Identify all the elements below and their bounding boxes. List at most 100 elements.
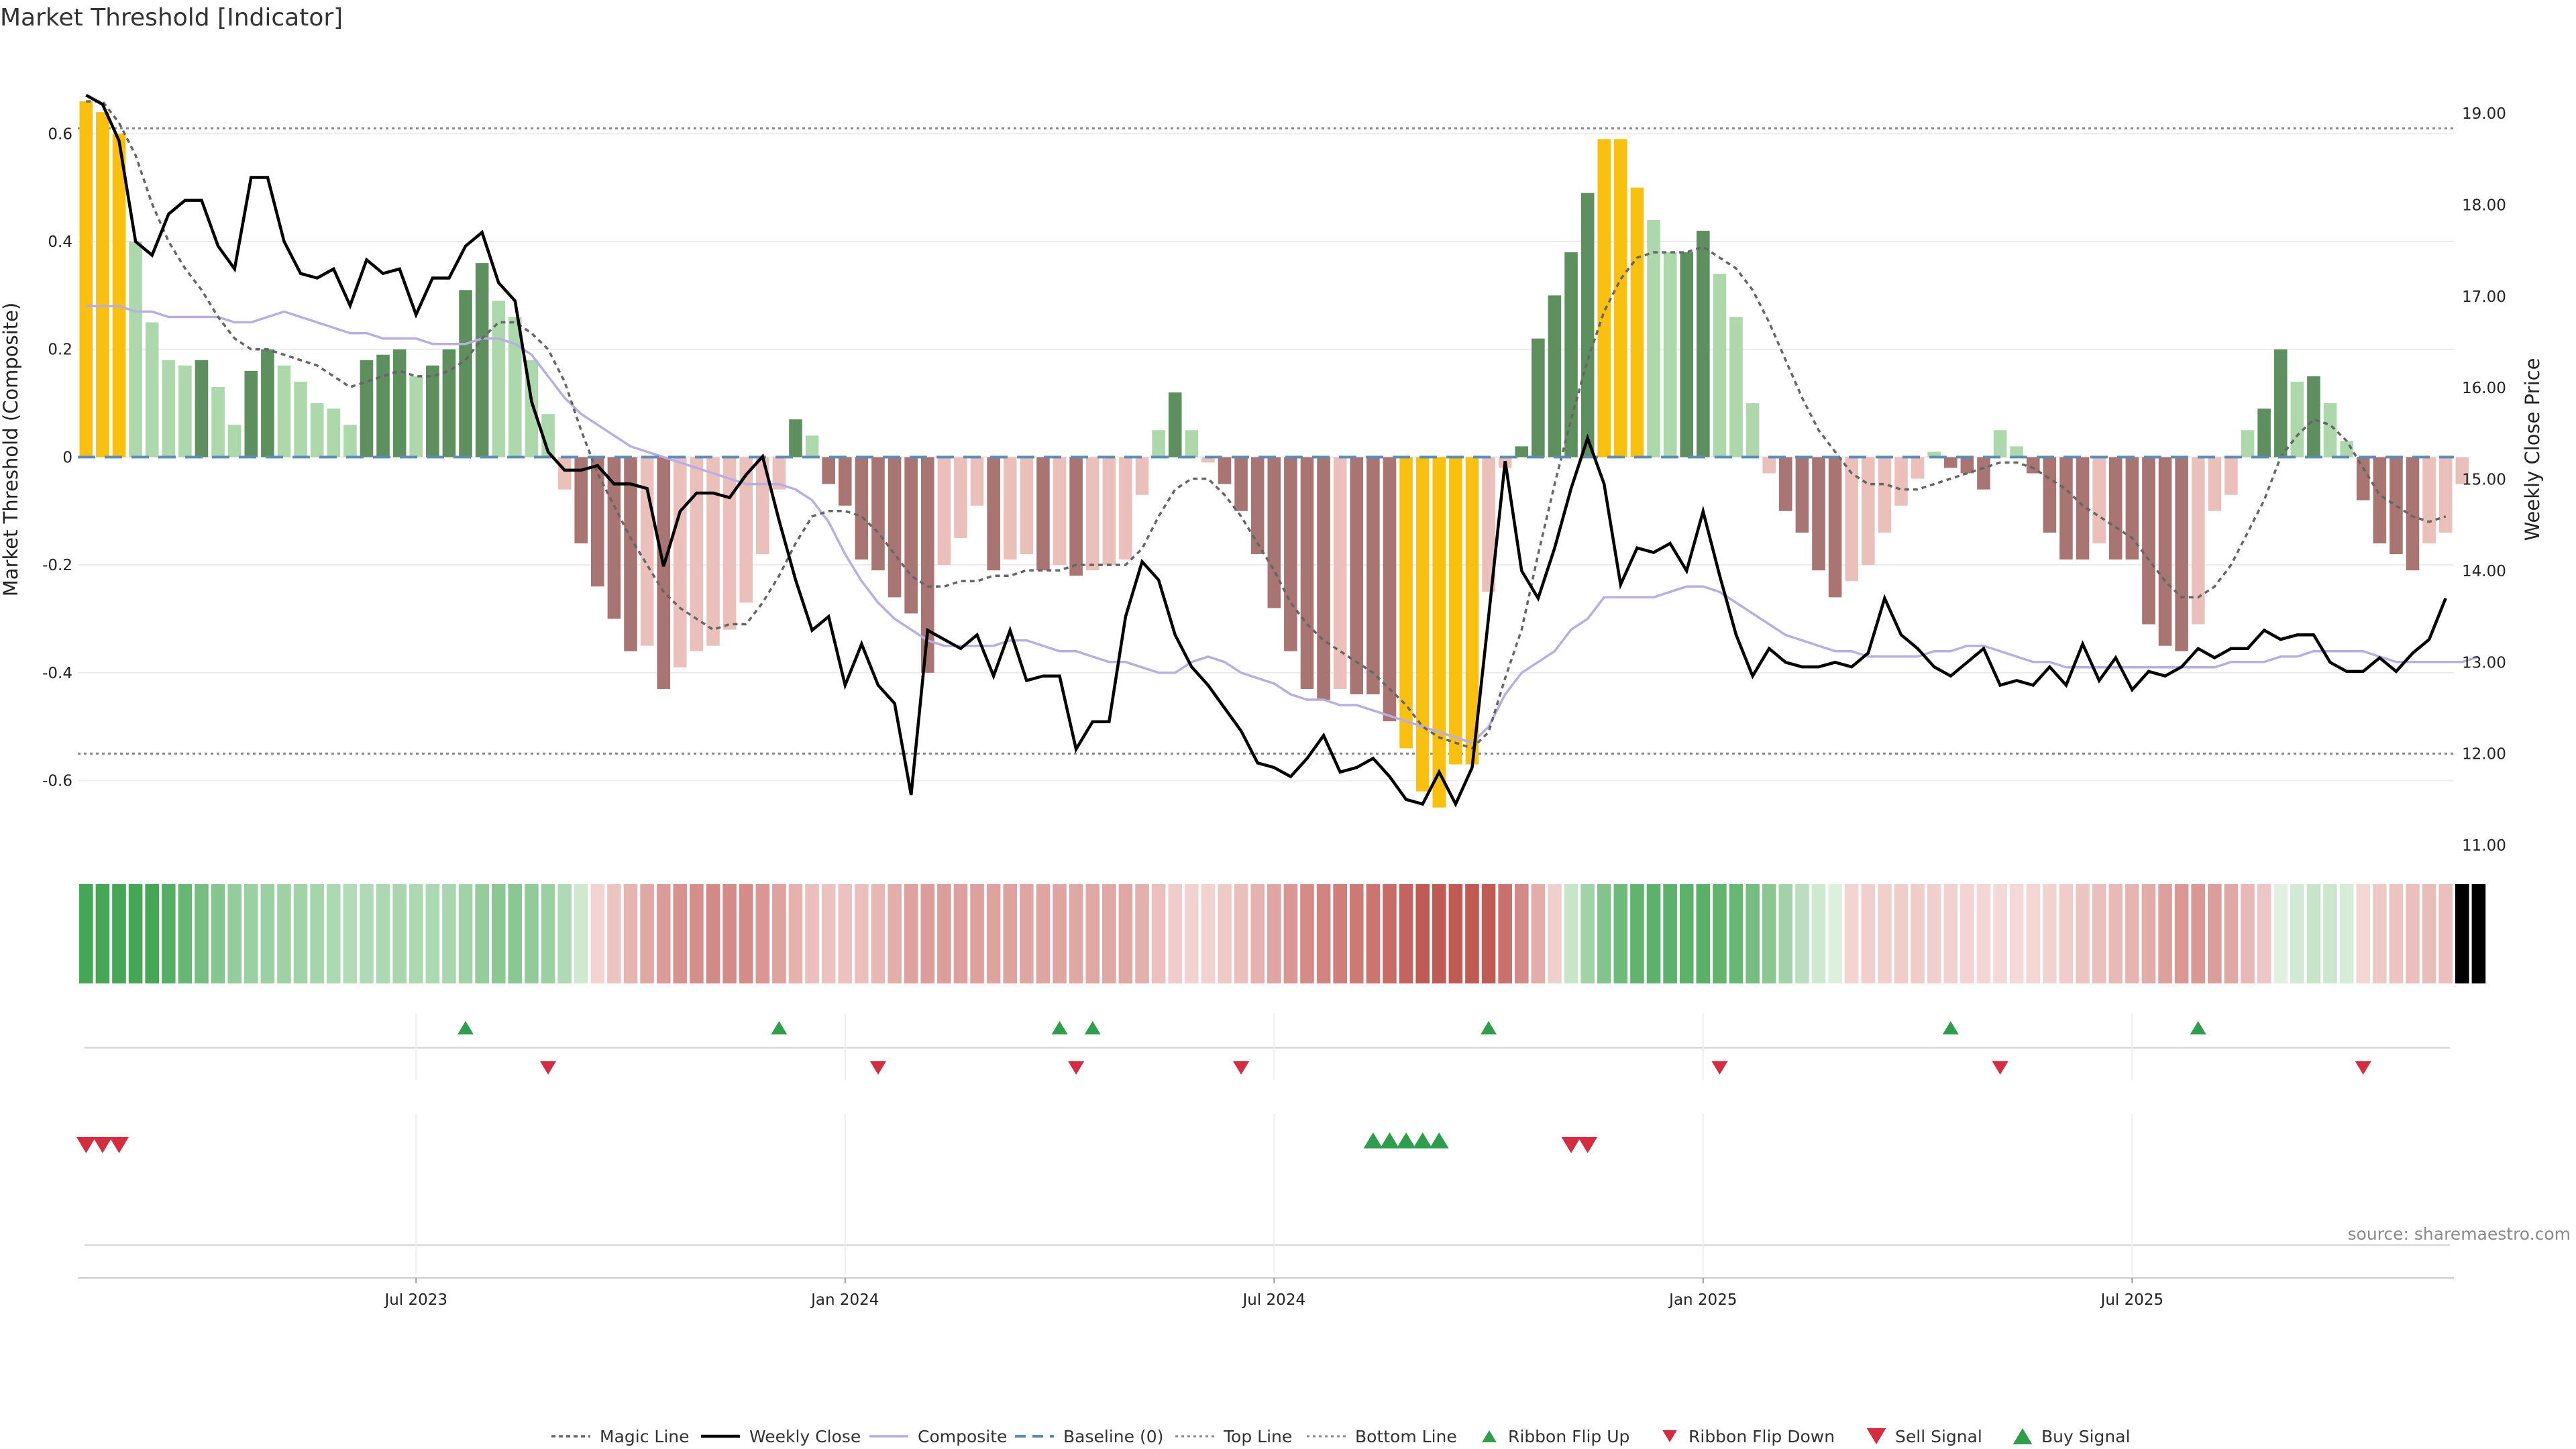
ribbon-cell: [310, 884, 324, 983]
legend-label: Sell Signal: [1895, 1427, 1982, 1446]
ribbon-cell: [2076, 884, 2090, 983]
ribbon-cell: [1333, 884, 1347, 983]
composite-bar: [392, 349, 407, 458]
composite-bar: [1300, 457, 1314, 689]
legend-label: Composite: [918, 1427, 1007, 1446]
y-tick-label: 0.4: [48, 233, 72, 251]
y2-tick-label: 18.00: [2462, 197, 2506, 214]
composite-bar: [1597, 139, 1611, 458]
legend-swatch: [1482, 1430, 1497, 1442]
ribbon-cell: [2471, 884, 2486, 983]
ribbon-cell: [2208, 884, 2222, 983]
composite-bar: [1779, 457, 1792, 511]
composite-bar: [1515, 446, 1529, 458]
composite-bar: [1580, 193, 1595, 458]
composite-bar: [327, 409, 341, 458]
ribbon-cell: [904, 884, 918, 983]
y2-tick-label: 14.00: [2462, 563, 2506, 580]
ribbon-cell: [1102, 884, 1116, 983]
ribbon-cell: [970, 884, 984, 983]
composite-bar: [261, 349, 274, 458]
ribbon-cell: [1976, 884, 1991, 983]
composite-bar: [1036, 457, 1050, 571]
composite-bar: [1845, 457, 1858, 582]
sell-signal-marker: [1578, 1137, 1598, 1153]
composite-bar: [706, 457, 720, 646]
composite-bar: [755, 457, 769, 555]
composite-bar: [162, 360, 176, 458]
composite-bar: [1250, 457, 1265, 555]
ribbon-cell: [2241, 884, 2255, 983]
composite-bar: [2257, 409, 2271, 458]
composite-bar: [1729, 317, 1743, 458]
ribbon-cell: [293, 884, 308, 983]
composite-bar: [789, 419, 802, 458]
ribbon-cell: [1564, 884, 1578, 983]
legend-swatch: [1866, 1428, 1886, 1444]
ribbon-cell: [2438, 884, 2453, 983]
y2-tick-label: 19.00: [2462, 105, 2506, 123]
ribbon-cell: [425, 884, 440, 983]
ribbon-cell: [178, 884, 193, 983]
ribbon-cell: [2257, 884, 2271, 983]
ribbon-cell: [656, 884, 671, 983]
composite-bar: [591, 457, 604, 587]
composite-bar: [987, 457, 1000, 571]
composite-bar: [1647, 219, 1660, 458]
composite-bar: [1943, 457, 1957, 468]
composite-bar: [2158, 457, 2172, 646]
composite-bar: [475, 263, 489, 458]
y2-tick-label: 17.00: [2462, 288, 2506, 306]
ribbon-cell: [871, 884, 885, 983]
ribbon-cell: [2224, 884, 2239, 983]
ribbon-cell: [1531, 884, 1546, 983]
ribbon-cell: [1366, 884, 1381, 983]
ribbon-cell: [376, 884, 390, 983]
composite-bar: [376, 354, 390, 458]
ribbon-cell: [2092, 884, 2106, 983]
composite-bar: [1927, 451, 1941, 458]
ribbon-cell: [2174, 884, 2189, 983]
ribbon-cell: [1218, 884, 1232, 983]
ribbon-cell: [2422, 884, 2436, 983]
ribbon-cell: [1646, 884, 1661, 983]
ribbon-cell: [2273, 884, 2288, 983]
y2-tick-label: 15.00: [2462, 472, 2506, 489]
ribbon-flip-up-marker: [1942, 1021, 1959, 1034]
ribbon-cell: [95, 884, 110, 983]
composite-bar: [1152, 430, 1165, 458]
ribbon-cell: [541, 884, 555, 983]
composite-bar: [1317, 457, 1330, 700]
ribbon-cell: [788, 884, 803, 983]
legend-label: Baseline (0): [1063, 1427, 1163, 1446]
composite-bar: [1432, 457, 1446, 808]
composite-bar: [1399, 457, 1413, 749]
composite-bar: [954, 457, 967, 538]
composite-bar: [1878, 457, 1892, 533]
composite-bar: [888, 457, 902, 598]
ribbon-cell: [1234, 884, 1248, 983]
ribbon-flip-down-marker: [1711, 1061, 1728, 1075]
composite-bar: [1862, 457, 1875, 566]
composite-bar: [1020, 457, 1034, 555]
legend-label: Ribbon Flip Down: [1688, 1427, 1835, 1446]
composite-bar: [1911, 457, 1925, 479]
composite-bar: [1465, 457, 1479, 765]
ribbon-cell: [1053, 884, 1067, 983]
ribbon-cell: [392, 884, 407, 983]
composite-bar: [1267, 457, 1281, 608]
buy-signal-marker: [1396, 1132, 1416, 1148]
ribbon-flip-up-marker: [2190, 1021, 2206, 1034]
y2-tick-label: 16.00: [2462, 380, 2506, 397]
composite-bar: [690, 457, 704, 651]
ribbon-cell: [590, 884, 605, 983]
composite-bar: [557, 457, 572, 490]
ribbon-cell: [937, 884, 951, 983]
ribbon-flip-down-marker: [869, 1061, 886, 1075]
ribbon-cell: [1135, 884, 1149, 983]
ribbon-cell: [838, 884, 853, 983]
ribbon-cell: [409, 884, 423, 983]
ribbon-cell: [2009, 884, 2024, 983]
composite-bar: [2108, 457, 2123, 560]
ribbon-cell: [2389, 884, 2404, 983]
